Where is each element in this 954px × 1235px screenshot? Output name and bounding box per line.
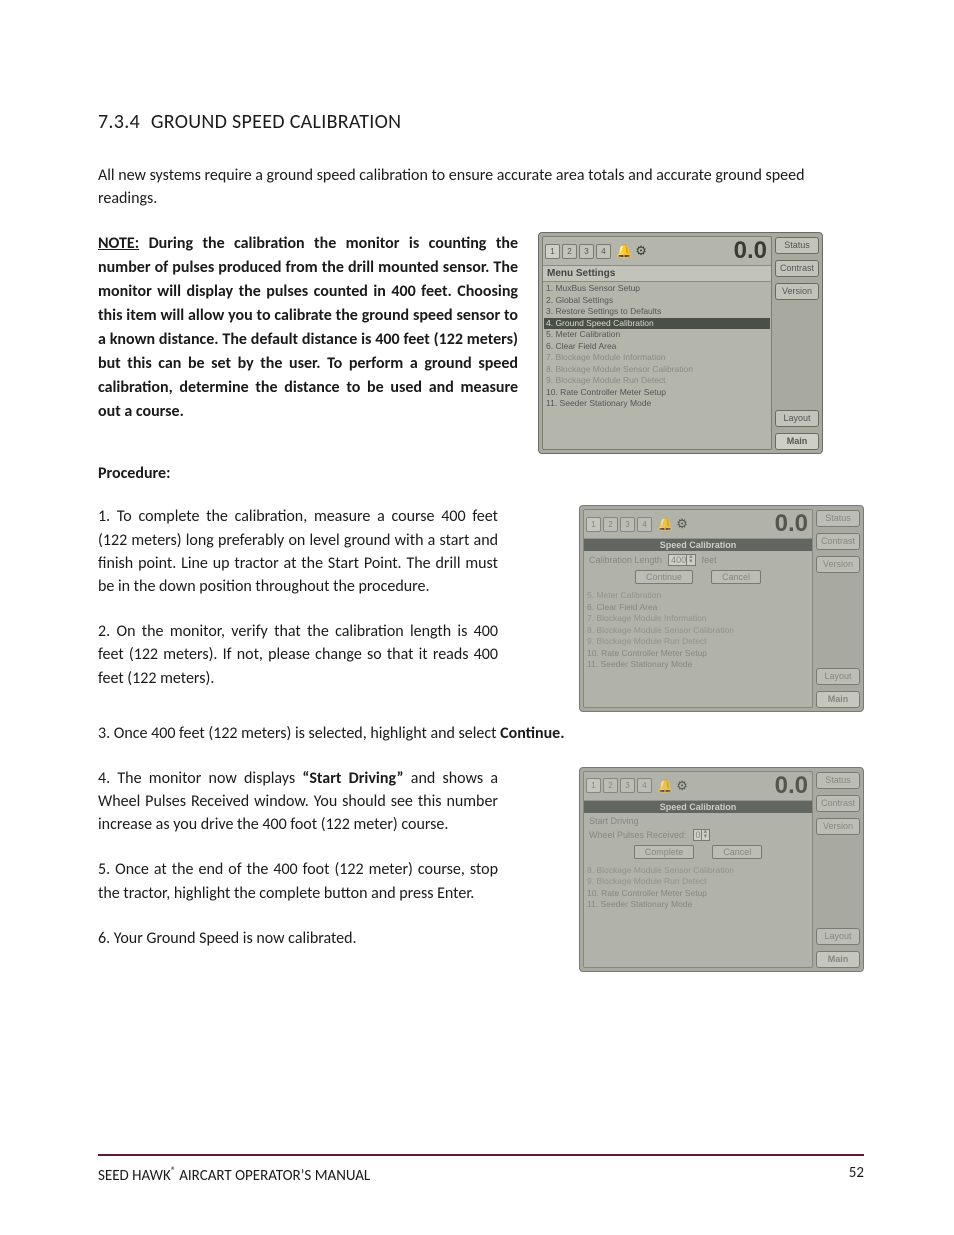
tab-1[interactable]: 1 bbox=[586, 517, 601, 532]
main-button[interactable]: Main bbox=[775, 433, 819, 450]
cancel-button[interactable]: Cancel bbox=[711, 570, 761, 584]
tab-2[interactable]: 2 bbox=[603, 517, 618, 532]
note-block: NOTE: During the calibration the monitor… bbox=[98, 232, 518, 424]
menu-item[interactable]: 1. MuxBus Sensor Setup bbox=[546, 283, 768, 294]
version-button[interactable]: Version bbox=[775, 283, 819, 300]
menu-item[interactable]: 5. Meter Calibration bbox=[587, 590, 809, 601]
main-button[interactable]: Main bbox=[816, 691, 860, 708]
gear-icon: ⚙ bbox=[676, 778, 688, 794]
menu-list[interactable]: 1. MuxBus Sensor Setup2. Global Settings… bbox=[543, 282, 771, 449]
monitor-screenshot-1: 1 2 3 4 🔔 ⚙ 0.0 Menu Settings 1. MuxBus … bbox=[538, 232, 823, 454]
monitor-screenshot-3: 1 2 3 4 🔔 ⚙ 0.0 Speed Calibration Start … bbox=[579, 767, 864, 972]
tab-4[interactable]: 4 bbox=[637, 778, 652, 793]
menu-item[interactable]: 9. Blockage Module Run Detect bbox=[587, 636, 809, 647]
intro-paragraph: All new systems require a ground speed c… bbox=[98, 164, 864, 210]
menu-item[interactable]: 3. Restore Settings to Defaults bbox=[546, 306, 768, 317]
menu-item[interactable]: 8. Blockage Module Sensor Calibration bbox=[587, 865, 809, 876]
menu-item[interactable]: 11. Seeder Stationary Mode bbox=[587, 659, 809, 670]
status-button[interactable]: Status bbox=[775, 237, 819, 254]
menu-item[interactable]: 10. Rate Controller Meter Setup bbox=[587, 648, 809, 659]
menu-item[interactable]: 11. Seeder Stationary Mode bbox=[546, 398, 768, 409]
layout-button[interactable]: Layout bbox=[816, 928, 860, 945]
menu-item[interactable]: 9. Blockage Module Run Detect bbox=[546, 375, 768, 386]
section-heading: 7.3.4 GROUND SPEED CALIBRATION bbox=[98, 110, 864, 134]
start-driving-label: Start Driving bbox=[589, 816, 807, 826]
tab-2[interactable]: 2 bbox=[562, 244, 577, 259]
menu-item[interactable]: 10. Rate Controller Meter Setup bbox=[587, 888, 809, 899]
menu-below: 5. Meter Calibration6. Clear Field Area7… bbox=[584, 589, 812, 706]
speed-readout: 0.0 bbox=[734, 239, 769, 263]
bell-icon: 🔔 bbox=[657, 516, 673, 532]
cancel-button[interactable]: Cancel bbox=[712, 845, 762, 859]
footer-title: SEED HAWK® AIRCART OPERATOR’S MANUAL bbox=[98, 1164, 370, 1185]
menu-item[interactable]: 7. Blockage Module Information bbox=[587, 613, 809, 624]
complete-button[interactable]: Complete bbox=[634, 845, 695, 859]
dialog-title: Speed Calibration bbox=[584, 539, 812, 551]
step-3: 3. Once 400 feet (122 meters) is selecte… bbox=[98, 722, 864, 745]
menu-item[interactable]: 6. Clear Field Area bbox=[546, 341, 768, 352]
tab-1[interactable]: 1 bbox=[545, 244, 560, 259]
tab-4[interactable]: 4 bbox=[637, 517, 652, 532]
dialog-title: Speed Calibration bbox=[584, 801, 812, 813]
step-6: 6. Your Ground Speed is now calibrated. bbox=[98, 927, 498, 950]
menu-item[interactable]: 9. Blockage Module Run Detect bbox=[587, 876, 809, 887]
menu-item[interactable]: 5. Meter Calibration bbox=[546, 329, 768, 340]
menu-item[interactable]: 11. Seeder Stationary Mode bbox=[587, 899, 809, 910]
side-buttons: Status Contrast Version Layout Main bbox=[775, 236, 819, 450]
pulses-label: Wheel Pulses Received: bbox=[589, 830, 687, 840]
step-2: 2. On the monitor, verify that the calib… bbox=[98, 620, 498, 690]
contrast-button[interactable]: Contrast bbox=[816, 533, 860, 550]
main-button[interactable]: Main bbox=[816, 951, 860, 968]
tab-3[interactable]: 3 bbox=[620, 778, 635, 793]
monitor-screenshot-2: 1 2 3 4 🔔 ⚙ 0.0 Speed Calibration Calibr… bbox=[579, 505, 864, 711]
step-1: 1. To complete the calibration, measure … bbox=[98, 505, 498, 598]
tab-4[interactable]: 4 bbox=[596, 244, 611, 259]
version-button[interactable]: Version bbox=[816, 818, 860, 835]
note-text: During the calibration the monitor is co… bbox=[98, 234, 518, 421]
page-footer: SEED HAWK® AIRCART OPERATOR’S MANUAL 52 bbox=[98, 1154, 864, 1185]
cal-length-input[interactable]: 400▴▾ bbox=[668, 554, 696, 566]
menu-item[interactable]: 8. Blockage Module Sensor Calibration bbox=[587, 625, 809, 636]
step-4: 4. The monitor now displays “Start Drivi… bbox=[98, 767, 498, 837]
tab-2[interactable]: 2 bbox=[603, 778, 618, 793]
section-title: GROUND SPEED CALIBRATION bbox=[151, 110, 402, 134]
contrast-button[interactable]: Contrast bbox=[775, 260, 819, 277]
gear-icon: ⚙ bbox=[676, 516, 688, 532]
tab-row: 1 2 3 4 🔔 ⚙ 0.0 bbox=[543, 237, 771, 266]
menu-item[interactable]: 8. Blockage Module Sensor Calibration bbox=[546, 364, 768, 375]
version-button[interactable]: Version bbox=[816, 556, 860, 573]
section-number: 7.3.4 bbox=[98, 110, 140, 134]
menu-title: Menu Settings bbox=[543, 266, 771, 282]
tab-3[interactable]: 3 bbox=[579, 244, 594, 259]
cal-length-label: Calibration Length bbox=[589, 555, 662, 565]
menu-item[interactable]: 10. Rate Controller Meter Setup bbox=[546, 387, 768, 398]
menu-item[interactable]: 2. Global Settings bbox=[546, 295, 768, 306]
menu-item[interactable]: 4. Ground Speed Calibration bbox=[544, 318, 770, 329]
contrast-button[interactable]: Contrast bbox=[816, 795, 860, 812]
bell-icon: 🔔 bbox=[616, 243, 632, 259]
step-5: 5. Once at the end of the 400 foot (122 … bbox=[98, 858, 498, 904]
tab-3[interactable]: 3 bbox=[620, 517, 635, 532]
speed-readout: 0.0 bbox=[775, 512, 810, 536]
menu-below: 8. Blockage Module Sensor Calibration9. … bbox=[584, 864, 812, 967]
status-button[interactable]: Status bbox=[816, 772, 860, 789]
layout-button[interactable]: Layout bbox=[816, 668, 860, 685]
pulses-input: 0▴▾ bbox=[693, 829, 711, 841]
continue-button[interactable]: Continue bbox=[635, 570, 693, 584]
bell-icon: 🔔 bbox=[657, 778, 673, 794]
speed-readout: 0.0 bbox=[775, 774, 810, 798]
procedure-label: Procedure: bbox=[98, 464, 864, 483]
note-label: NOTE: bbox=[98, 234, 139, 253]
status-button[interactable]: Status bbox=[816, 510, 860, 527]
page-number: 52 bbox=[849, 1164, 864, 1185]
tab-1[interactable]: 1 bbox=[586, 778, 601, 793]
menu-item[interactable]: 6. Clear Field Area bbox=[587, 602, 809, 613]
cal-length-unit: feet bbox=[702, 555, 717, 565]
menu-item[interactable]: 7. Blockage Module Information bbox=[546, 352, 768, 363]
layout-button[interactable]: Layout bbox=[775, 410, 819, 427]
gear-icon: ⚙ bbox=[635, 243, 647, 259]
